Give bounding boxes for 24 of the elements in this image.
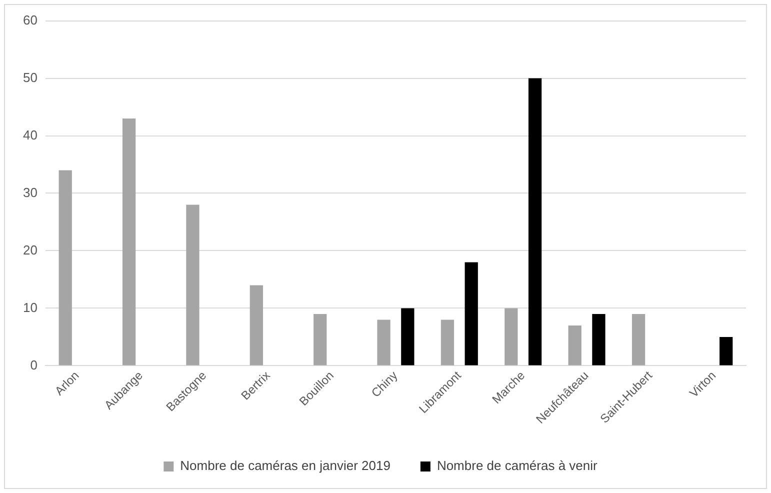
bar	[632, 314, 646, 366]
bar	[250, 285, 263, 366]
bar	[504, 308, 518, 366]
legend-label: Nombre de caméras à venir	[436, 458, 598, 474]
bar	[377, 320, 390, 366]
bar	[440, 320, 454, 366]
bar	[464, 262, 478, 366]
y-tick-label: 30	[22, 184, 38, 200]
y-tick-label: 50	[22, 70, 38, 85]
bar	[186, 204, 200, 366]
y-tick-label: 10	[22, 300, 38, 315]
bar	[58, 170, 72, 366]
y-tick-label: 0	[30, 357, 38, 372]
bar	[720, 336, 733, 366]
y-tick-label: 20	[22, 242, 38, 258]
legend-label: Nombre de caméras en janvier 2019	[180, 458, 390, 474]
bar	[568, 325, 582, 366]
y-tick-label: 60	[22, 12, 38, 28]
bar	[401, 308, 414, 366]
bar	[314, 314, 327, 366]
bar	[528, 78, 542, 366]
y-tick-label: 40	[22, 127, 38, 142]
bar	[122, 118, 136, 366]
bar	[592, 314, 606, 366]
